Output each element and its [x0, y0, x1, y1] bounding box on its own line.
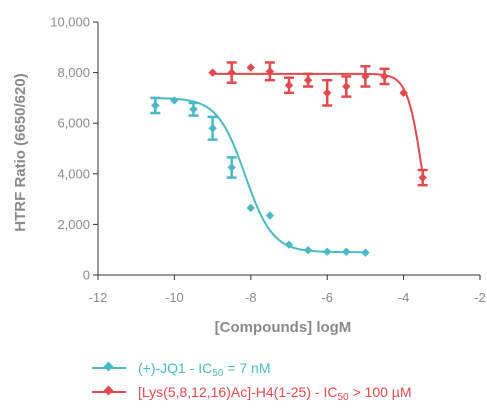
data-point — [265, 67, 275, 76]
legend-item-jq1: (+)-JQ1 - IC50 = 7 nM — [92, 356, 482, 380]
y-axis-title: HTRF Ratio (6650/620) — [12, 73, 29, 231]
data-point — [284, 240, 294, 249]
data-point — [399, 88, 408, 98]
legend-item-h4: [Lys(5,8,12,16)Ac]-H4(1-25) - IC50 > 100… — [92, 380, 482, 404]
data-point — [265, 211, 275, 220]
x-tick-label: -4 — [398, 290, 410, 305]
y-tick-label: 4,000 — [57, 166, 90, 181]
y-tick-label: 8,000 — [57, 65, 90, 80]
data-point — [208, 124, 217, 133]
x-tick-label: -6 — [321, 290, 333, 305]
data-point — [303, 246, 313, 255]
fit-curve — [212, 72, 424, 175]
chart: 0 2,000 4,000 6,000 8,000 10,000 -12 -10 -8 -6 -4 -… — [12, 15, 486, 337]
legend-marker-jq1 — [103, 361, 114, 372]
data-point — [342, 247, 351, 256]
data-point — [342, 82, 351, 91]
data-point — [227, 163, 236, 172]
data-point — [418, 173, 427, 182]
y-tick-label: 6,000 — [57, 116, 90, 131]
series-1 — [208, 61, 428, 187]
legend: (+)-JQ1 - IC50 = 7 nM [Lys(5,8,12,16)Ac]… — [92, 356, 482, 404]
series-layer — [150, 61, 428, 257]
data-point — [170, 96, 179, 105]
x-axis-title: [Compounds] logM — [215, 319, 352, 336]
data-point — [189, 105, 198, 114]
y-tick-label: 0 — [83, 268, 90, 283]
legend-marker-h4 — [103, 385, 114, 396]
data-point — [151, 101, 160, 110]
data-point — [246, 203, 255, 213]
y-tick-label: 2,000 — [57, 217, 90, 232]
x-tick-label: -12 — [89, 290, 108, 305]
x-tick-label: -8 — [245, 290, 257, 305]
x-tick-label: -2 — [474, 290, 486, 305]
y-tick-label: 10,000 — [50, 15, 90, 30]
data-point — [361, 248, 370, 257]
data-point — [323, 247, 332, 256]
axes: 0 2,000 4,000 6,000 8,000 10,000 -12 -10 -8 -6 -4 -… — [12, 15, 486, 337]
data-point — [323, 88, 332, 98]
legend-swatch-h4 — [92, 385, 126, 396]
data-point — [246, 63, 255, 72]
data-point — [303, 75, 313, 85]
data-point — [380, 72, 389, 81]
data-point — [208, 68, 217, 77]
x-tick-label: -10 — [165, 290, 184, 305]
legend-label-h4: [Lys(5,8,12,16)Ac]-H4(1-25) - IC50 > 100… — [138, 384, 412, 403]
legend-label-jq1: (+)-JQ1 - IC50 = 7 nM — [138, 360, 271, 379]
fit-curve — [155, 97, 366, 254]
data-point — [284, 81, 294, 90]
data-point — [227, 68, 236, 77]
series-0 — [150, 96, 370, 257]
data-point — [361, 72, 370, 81]
legend-swatch-jq1 — [92, 361, 126, 372]
